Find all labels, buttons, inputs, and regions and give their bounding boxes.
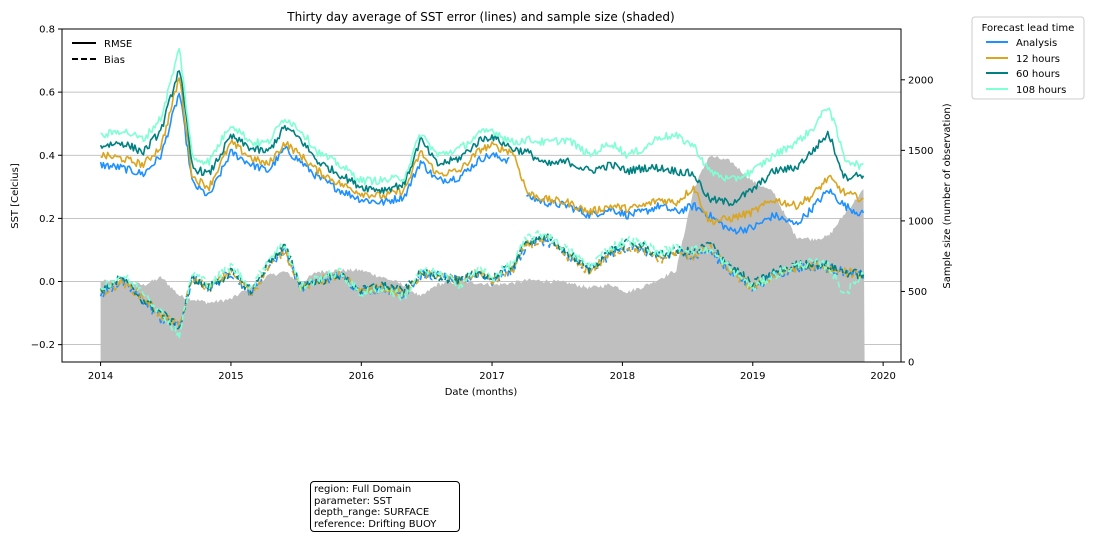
analysis-rmse-line [99, 92, 865, 235]
y-tick-label: 0.2 [39, 214, 55, 225]
108h-legend-label: 108 hours [1016, 85, 1066, 96]
x-tick-label: 2018 [610, 371, 635, 382]
12h-legend-label: 12 hours [1016, 54, 1060, 65]
y2-tick-label: 500 [908, 287, 927, 298]
y-tick-label: 0.4 [39, 151, 55, 162]
x-tick-label: 2020 [870, 371, 895, 382]
lead-time-legend: Forecast lead time Analysis 12 hours 60 … [971, 16, 1085, 100]
60-hours-rmse-line [99, 70, 865, 207]
y-tick-label: 0.0 [39, 277, 55, 288]
x-tick-label: 2017 [479, 371, 504, 382]
x-tick-label: 2015 [218, 371, 243, 382]
108-hours-rmse-line [100, 47, 864, 186]
info-parameter: parameter: SST [314, 495, 392, 507]
axes-layer: −0.2 0.0 0.2 0.4 0.6 0.8 0 500 1000 1500 2000 2014 2… [31, 25, 934, 383]
60h-legend-label: 60 hours [1016, 69, 1060, 80]
info-reference: reference: Drifting BUOY [314, 518, 437, 530]
y2-tick-label: 1500 [908, 146, 933, 157]
y-tick-label: 0.8 [39, 25, 55, 36]
y2-axis-label: Sample size (number of observation) [942, 103, 953, 288]
x-tick-label: 2014 [88, 371, 113, 382]
rmse-legend-label: RMSE [104, 39, 132, 50]
x-axis-label: Date (months) [445, 387, 518, 398]
chart-title: Thirty day average of SST error (lines) … [286, 10, 674, 24]
sample-size-area [100, 155, 865, 362]
12-hours-rmse-line [100, 77, 864, 226]
sample-size-area-layer [100, 155, 865, 362]
60-hours-bias-line [99, 232, 865, 331]
y2-tick-label: 1000 [908, 216, 933, 227]
info-region: region: Full Domain [314, 484, 412, 495]
x-tick-label: 2019 [740, 371, 765, 382]
info-depth-range: depth_range: SURFACE [314, 507, 430, 518]
y-tick-label: 0.6 [39, 88, 55, 99]
info-box: region: Full Domain parameter: SST depth… [310, 481, 460, 532]
series-lines-layer [99, 47, 865, 340]
plot-frame [61, 28, 902, 363]
y2-tick-label: 0 [908, 358, 914, 369]
lead-legend-frame [971, 16, 1085, 100]
x-tick-label: 2016 [349, 371, 374, 382]
bias-legend-label: Bias [104, 55, 125, 66]
y-tick-label: −0.2 [31, 340, 55, 351]
y-axis-label: SST [Celcius] [10, 163, 21, 229]
y2-tick-label: 2000 [908, 75, 933, 86]
lead-legend-title: Forecast lead time [982, 23, 1075, 34]
style-legend: RMSE Bias [72, 39, 132, 66]
108-hours-bias-line [99, 230, 865, 340]
analysis-legend-label: Analysis [1016, 38, 1057, 49]
